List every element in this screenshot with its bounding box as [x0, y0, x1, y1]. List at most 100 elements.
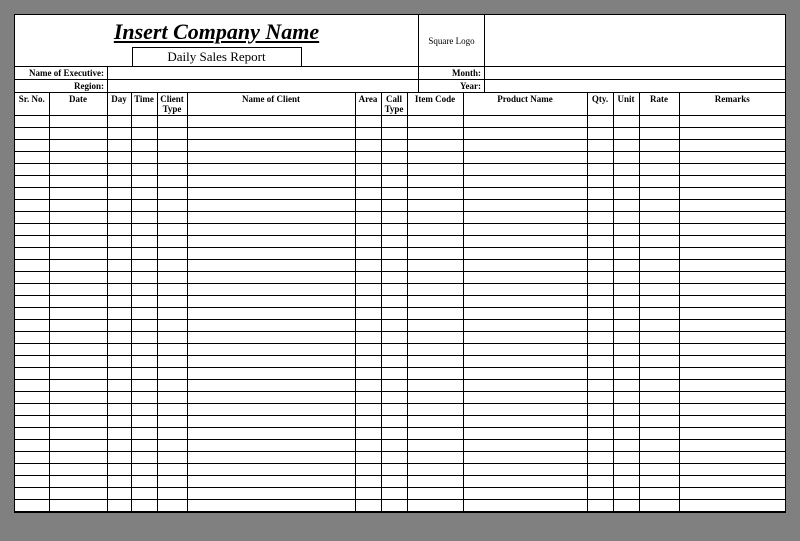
table-cell[interactable]	[157, 260, 187, 272]
table-cell[interactable]	[15, 200, 49, 212]
table-cell[interactable]	[381, 476, 407, 488]
table-cell[interactable]	[613, 488, 639, 500]
month-value[interactable]	[485, 67, 785, 79]
table-cell[interactable]	[587, 188, 613, 200]
table-cell[interactable]	[131, 476, 157, 488]
table-cell[interactable]	[107, 200, 131, 212]
table-cell[interactable]	[679, 284, 785, 296]
table-cell[interactable]	[15, 320, 49, 332]
table-cell[interactable]	[463, 464, 587, 476]
table-cell[interactable]	[355, 296, 381, 308]
table-cell[interactable]	[679, 152, 785, 164]
table-cell[interactable]	[131, 392, 157, 404]
table-cell[interactable]	[157, 308, 187, 320]
table-cell[interactable]	[463, 356, 587, 368]
table-cell[interactable]	[639, 236, 679, 248]
table-cell[interactable]	[187, 296, 355, 308]
table-cell[interactable]	[157, 188, 187, 200]
table-cell[interactable]	[639, 476, 679, 488]
table-cell[interactable]	[679, 116, 785, 128]
table-cell[interactable]	[131, 296, 157, 308]
table-cell[interactable]	[613, 140, 639, 152]
table-cell[interactable]	[463, 248, 587, 260]
table-cell[interactable]	[187, 488, 355, 500]
table-cell[interactable]	[679, 248, 785, 260]
table-cell[interactable]	[613, 212, 639, 224]
table-cell[interactable]	[355, 212, 381, 224]
table-cell[interactable]	[463, 320, 587, 332]
table-cell[interactable]	[355, 452, 381, 464]
year-value[interactable]	[485, 80, 785, 92]
table-cell[interactable]	[613, 200, 639, 212]
executive-value[interactable]	[108, 67, 419, 79]
table-cell[interactable]	[131, 428, 157, 440]
table-cell[interactable]	[49, 140, 107, 152]
table-cell[interactable]	[157, 404, 187, 416]
table-cell[interactable]	[407, 236, 463, 248]
table-cell[interactable]	[131, 140, 157, 152]
table-cell[interactable]	[639, 284, 679, 296]
table-cell[interactable]	[355, 344, 381, 356]
table-cell[interactable]	[15, 344, 49, 356]
table-cell[interactable]	[639, 248, 679, 260]
table-cell[interactable]	[407, 380, 463, 392]
table-cell[interactable]	[381, 200, 407, 212]
table-cell[interactable]	[587, 404, 613, 416]
table-cell[interactable]	[355, 368, 381, 380]
table-cell[interactable]	[639, 416, 679, 428]
table-cell[interactable]	[407, 476, 463, 488]
table-cell[interactable]	[49, 320, 107, 332]
table-cell[interactable]	[49, 440, 107, 452]
table-cell[interactable]	[49, 188, 107, 200]
table-cell[interactable]	[639, 404, 679, 416]
table-cell[interactable]	[381, 164, 407, 176]
table-cell[interactable]	[639, 440, 679, 452]
table-cell[interactable]	[679, 332, 785, 344]
table-cell[interactable]	[15, 236, 49, 248]
table-cell[interactable]	[639, 140, 679, 152]
table-cell[interactable]	[463, 392, 587, 404]
table-cell[interactable]	[613, 356, 639, 368]
table-cell[interactable]	[639, 272, 679, 284]
table-cell[interactable]	[355, 116, 381, 128]
table-cell[interactable]	[463, 212, 587, 224]
table-cell[interactable]	[355, 428, 381, 440]
table-cell[interactable]	[49, 500, 107, 512]
table-cell[interactable]	[49, 164, 107, 176]
table-cell[interactable]	[613, 344, 639, 356]
table-cell[interactable]	[381, 392, 407, 404]
table-cell[interactable]	[613, 452, 639, 464]
table-cell[interactable]	[157, 140, 187, 152]
table-cell[interactable]	[131, 320, 157, 332]
table-cell[interactable]	[107, 176, 131, 188]
table-cell[interactable]	[131, 200, 157, 212]
table-cell[interactable]	[679, 308, 785, 320]
table-cell[interactable]	[639, 308, 679, 320]
table-cell[interactable]	[679, 272, 785, 284]
table-cell[interactable]	[463, 404, 587, 416]
table-cell[interactable]	[187, 284, 355, 296]
table-cell[interactable]	[131, 500, 157, 512]
table-cell[interactable]	[15, 392, 49, 404]
table-cell[interactable]	[15, 440, 49, 452]
table-cell[interactable]	[15, 164, 49, 176]
table-cell[interactable]	[131, 152, 157, 164]
table-cell[interactable]	[679, 500, 785, 512]
table-cell[interactable]	[15, 500, 49, 512]
table-cell[interactable]	[613, 464, 639, 476]
table-cell[interactable]	[49, 392, 107, 404]
table-cell[interactable]	[157, 296, 187, 308]
table-cell[interactable]	[187, 344, 355, 356]
table-cell[interactable]	[587, 332, 613, 344]
table-cell[interactable]	[639, 260, 679, 272]
table-cell[interactable]	[679, 428, 785, 440]
table-cell[interactable]	[15, 296, 49, 308]
table-cell[interactable]	[679, 464, 785, 476]
table-cell[interactable]	[613, 152, 639, 164]
table-cell[interactable]	[407, 416, 463, 428]
table-cell[interactable]	[49, 284, 107, 296]
table-cell[interactable]	[157, 200, 187, 212]
table-cell[interactable]	[355, 416, 381, 428]
table-cell[interactable]	[15, 368, 49, 380]
table-cell[interactable]	[463, 140, 587, 152]
